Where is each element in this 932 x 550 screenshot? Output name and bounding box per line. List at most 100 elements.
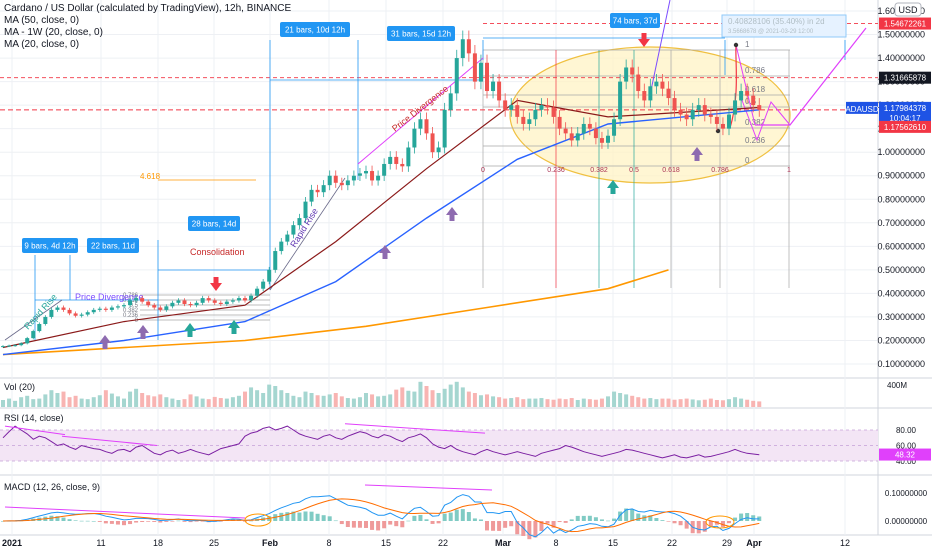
candle-body[interactable] xyxy=(733,100,738,115)
candle-body[interactable] xyxy=(315,189,320,193)
candle-body[interactable] xyxy=(218,302,223,304)
candle-body[interactable] xyxy=(267,269,272,282)
candle-body[interactable] xyxy=(696,105,701,110)
measure-box[interactable] xyxy=(188,216,240,231)
candle-body[interactable] xyxy=(612,119,617,136)
candle-body[interactable] xyxy=(478,62,483,82)
candle-body[interactable] xyxy=(436,147,441,153)
candle-body[interactable] xyxy=(648,86,653,101)
candle-body[interactable] xyxy=(67,309,72,314)
candle-body[interactable] xyxy=(382,163,387,176)
candle-body[interactable] xyxy=(146,301,151,306)
candle-body[interactable] xyxy=(388,156,393,164)
candle-body[interactable] xyxy=(515,105,520,117)
measure-box[interactable] xyxy=(280,22,350,37)
candle-body[interactable] xyxy=(224,301,229,304)
candle-body[interactable] xyxy=(49,309,54,317)
currency-badge[interactable] xyxy=(894,2,922,17)
candle-body[interactable] xyxy=(491,81,496,92)
indicator-ma20-label[interactable]: MA (20, close, 0) xyxy=(4,39,79,50)
candle-body[interactable] xyxy=(243,298,247,301)
candle-body[interactable] xyxy=(593,128,598,139)
candle-body[interactable] xyxy=(424,119,429,134)
time-axis[interactable]: 2021 11 18 25 Feb 8 15 22 Mar 8 15 22 29 Apr 12 xyxy=(2,538,850,548)
candle-body[interactable] xyxy=(448,93,453,110)
candle-body[interactable] xyxy=(91,309,96,313)
candle-body[interactable] xyxy=(666,88,671,99)
candle-body[interactable] xyxy=(714,116,719,124)
candle-body[interactable] xyxy=(412,128,417,148)
candle-body[interactable] xyxy=(164,306,169,310)
candle-body[interactable] xyxy=(176,300,181,303)
candle-body[interactable] xyxy=(212,300,217,303)
candle-body[interactable] xyxy=(509,105,514,110)
candle-body[interactable] xyxy=(230,300,235,302)
candle-body[interactable] xyxy=(236,298,241,301)
candle-body[interactable] xyxy=(152,305,157,308)
candle-body[interactable] xyxy=(660,81,665,89)
candle-body[interactable] xyxy=(702,105,707,115)
candle-body[interactable] xyxy=(158,307,163,310)
measure-box[interactable] xyxy=(387,26,455,41)
candle-body[interactable] xyxy=(188,303,193,306)
candle-body[interactable] xyxy=(587,123,592,129)
candle-body[interactable] xyxy=(720,123,725,129)
projection-info-box[interactable] xyxy=(721,14,847,38)
candle-body[interactable] xyxy=(557,116,562,129)
candle-body[interactable] xyxy=(394,156,399,164)
indicator-ma1w-label[interactable]: MA - 1W (20, close, 0) xyxy=(4,27,103,38)
candle-body[interactable] xyxy=(134,298,139,301)
candle-body[interactable] xyxy=(551,107,556,117)
candle-body[interactable] xyxy=(85,312,90,315)
candle-body[interactable] xyxy=(466,39,471,54)
candle-body[interactable] xyxy=(13,345,18,347)
candle-body[interactable] xyxy=(370,171,375,181)
indicator-ma50-label[interactable]: MA (50, close, 0) xyxy=(4,15,79,26)
candle-body[interactable] xyxy=(97,308,102,310)
candle-body[interactable] xyxy=(454,58,459,94)
rsi-value-badge[interactable] xyxy=(879,448,931,461)
candle-body[interactable] xyxy=(418,119,423,129)
candle-body[interactable] xyxy=(43,316,48,324)
candle-body[interactable] xyxy=(61,307,66,310)
candle-body[interactable] xyxy=(206,298,211,301)
candle-body[interactable] xyxy=(636,74,641,92)
candle-body[interactable] xyxy=(739,91,744,101)
candle-body[interactable] xyxy=(103,308,108,310)
candle-body[interactable] xyxy=(563,128,568,134)
candle-body[interactable] xyxy=(533,109,538,120)
candle-body[interactable] xyxy=(333,175,338,183)
candle-body[interactable] xyxy=(503,100,508,110)
candle-body[interactable] xyxy=(472,53,477,82)
candle-body[interactable] xyxy=(521,116,526,124)
candle-body[interactable] xyxy=(261,281,266,289)
candle-body[interactable] xyxy=(757,105,762,110)
measure-box[interactable] xyxy=(610,13,660,28)
candle-body[interactable] xyxy=(31,331,36,339)
candle-body[interactable] xyxy=(327,175,332,186)
candle-body[interactable] xyxy=(140,298,145,302)
candle-body[interactable] xyxy=(545,105,550,108)
candle-body[interactable] xyxy=(690,109,695,120)
candle-body[interactable] xyxy=(194,302,199,306)
candle-body[interactable] xyxy=(745,91,750,96)
candle-body[interactable] xyxy=(684,114,689,120)
candle-body[interactable] xyxy=(624,67,629,82)
candle-body[interactable] xyxy=(37,323,42,332)
candle-body[interactable] xyxy=(122,305,126,307)
candle-body[interactable] xyxy=(255,288,260,296)
candle-body[interactable] xyxy=(19,343,24,346)
candle-body[interactable] xyxy=(606,135,610,143)
candle-body[interactable] xyxy=(727,114,731,129)
price-label-bg[interactable] xyxy=(879,120,931,133)
candle-body[interactable] xyxy=(297,218,302,226)
candle-body[interactable] xyxy=(672,98,677,110)
candle-body[interactable] xyxy=(708,114,713,117)
price-axis[interactable]: 1.600000001.500000001.400000001.30000000… xyxy=(845,6,931,369)
candle-body[interactable] xyxy=(599,138,604,143)
candle-body[interactable] xyxy=(630,67,635,75)
candle-body[interactable] xyxy=(376,175,381,181)
candle-body[interactable] xyxy=(279,241,284,252)
candle-body[interactable] xyxy=(351,175,356,181)
candle-body[interactable] xyxy=(170,302,175,307)
